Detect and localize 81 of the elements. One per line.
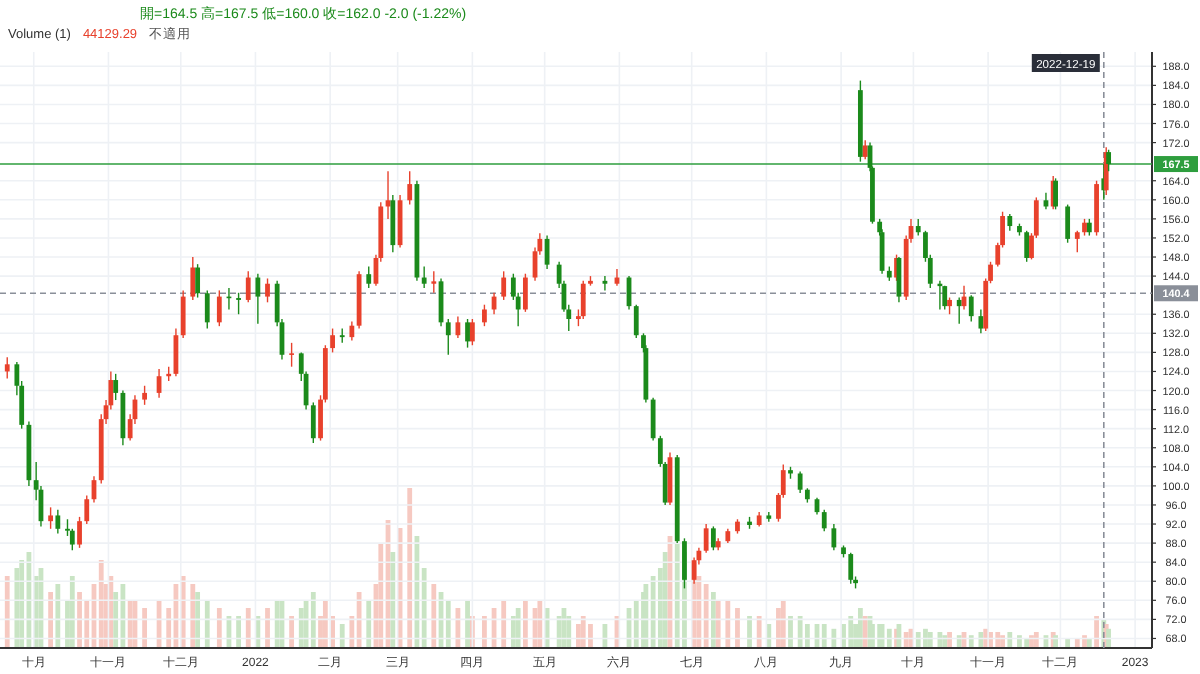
bar [735, 608, 740, 648]
bar [942, 635, 948, 648]
bar [576, 624, 581, 648]
bar [978, 632, 984, 648]
bar [431, 584, 437, 648]
bar [1082, 635, 1087, 648]
bar [310, 592, 316, 648]
bar [265, 608, 270, 648]
bar [776, 608, 781, 648]
bar [289, 616, 295, 648]
bar [4, 576, 10, 648]
bar [886, 628, 892, 648]
bar [501, 600, 507, 648]
bar [204, 600, 210, 648]
bar [903, 632, 909, 648]
bar [1094, 616, 1099, 648]
bar [588, 624, 593, 648]
bar [870, 624, 875, 648]
bar [245, 608, 251, 648]
bar [190, 584, 196, 648]
bar [643, 584, 649, 648]
bar [788, 616, 793, 648]
bar [710, 592, 716, 648]
bar [927, 632, 933, 648]
bar [797, 616, 803, 648]
bar [703, 584, 709, 648]
bar [857, 608, 863, 648]
bar [1017, 635, 1022, 648]
bar [1033, 632, 1039, 648]
bar [1029, 635, 1034, 648]
bar [515, 608, 521, 648]
bar [298, 608, 304, 648]
bar [142, 608, 147, 648]
bar [113, 592, 119, 648]
bar [274, 600, 280, 648]
bar [366, 600, 372, 648]
bar [756, 616, 762, 648]
bar [77, 592, 82, 648]
bar [780, 600, 786, 648]
bar [633, 600, 639, 648]
bar [566, 616, 572, 648]
bar [537, 600, 543, 648]
bar [915, 632, 921, 648]
bar [510, 616, 516, 648]
bar [19, 560, 25, 648]
bar [195, 592, 201, 648]
bar [216, 608, 222, 648]
bar [322, 600, 328, 648]
bar [580, 616, 586, 648]
bar [339, 624, 345, 648]
bar [482, 616, 487, 648]
bar [556, 616, 562, 648]
bar [956, 635, 962, 648]
bar [968, 635, 974, 648]
bar [848, 616, 854, 648]
bar [522, 600, 528, 648]
bar [947, 632, 952, 648]
bar [236, 616, 241, 648]
bar [1007, 632, 1013, 648]
bar [48, 592, 54, 648]
bar [821, 624, 827, 648]
bar [445, 600, 451, 648]
bar [995, 632, 1001, 648]
bar [1000, 635, 1005, 648]
bar [407, 488, 413, 648]
bar [69, 576, 75, 648]
bar [55, 584, 61, 648]
bar [747, 616, 752, 648]
bar [465, 600, 470, 648]
bar [715, 600, 721, 648]
bar [923, 628, 928, 648]
bar [725, 600, 731, 648]
bar [650, 576, 656, 648]
bar [98, 560, 104, 648]
bar [127, 600, 133, 648]
bar [14, 568, 20, 648]
bar [862, 616, 868, 648]
bar [390, 552, 396, 648]
bar [662, 552, 668, 648]
bar [804, 624, 810, 648]
bar [831, 628, 837, 648]
